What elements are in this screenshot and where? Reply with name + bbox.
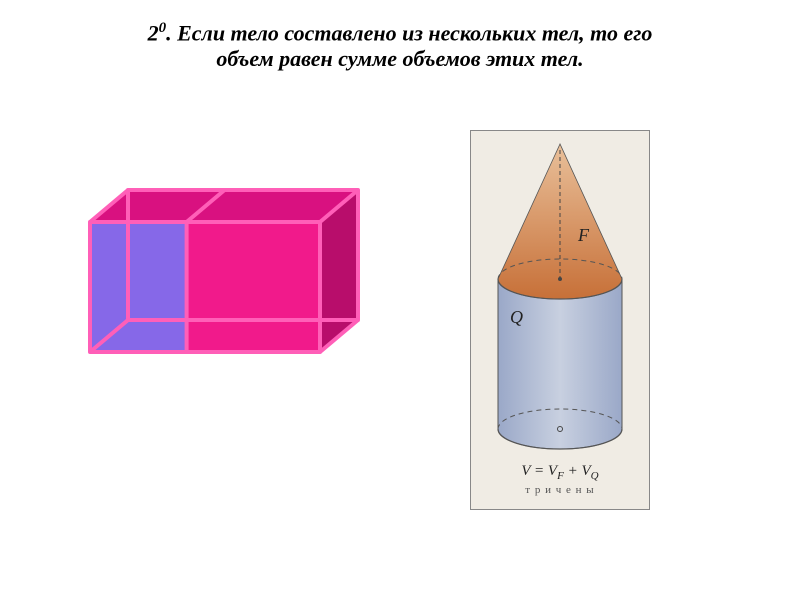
heading-number: 2 bbox=[148, 20, 159, 45]
cylinder-body bbox=[498, 279, 622, 449]
prism-front-right-face bbox=[187, 222, 320, 352]
theorem-heading: 20. Если тело составлено из нескольких т… bbox=[80, 20, 720, 72]
cone-cylinder-svg: F Q bbox=[480, 139, 640, 459]
formula-sub1: F bbox=[557, 470, 564, 482]
volume-formula: V = VF + VQ bbox=[521, 463, 598, 482]
cone-cylinder-figure: F Q V = VF + VQ т р и ч е н ы bbox=[470, 130, 650, 510]
prism-front-left-face bbox=[90, 222, 187, 352]
formula-sub2: Q bbox=[591, 470, 599, 482]
heading-text-2: объем равен сумме объемов этих тел. bbox=[216, 46, 583, 71]
prism-top-face bbox=[90, 190, 358, 222]
cone-base-center-dot bbox=[558, 277, 562, 281]
prism-svg bbox=[80, 180, 370, 380]
cone-label: F bbox=[577, 225, 590, 245]
prism-figure bbox=[80, 180, 370, 380]
formula-mid: + V bbox=[564, 463, 591, 479]
heading-text-1: . Если тело составлено из нескольких тел… bbox=[166, 20, 652, 45]
heading-sup: 0 bbox=[159, 20, 167, 36]
scan-artifact-text: т р и ч е н ы bbox=[525, 484, 594, 496]
cylinder-label: Q bbox=[510, 307, 523, 327]
formula-prefix: V = V bbox=[521, 463, 557, 479]
